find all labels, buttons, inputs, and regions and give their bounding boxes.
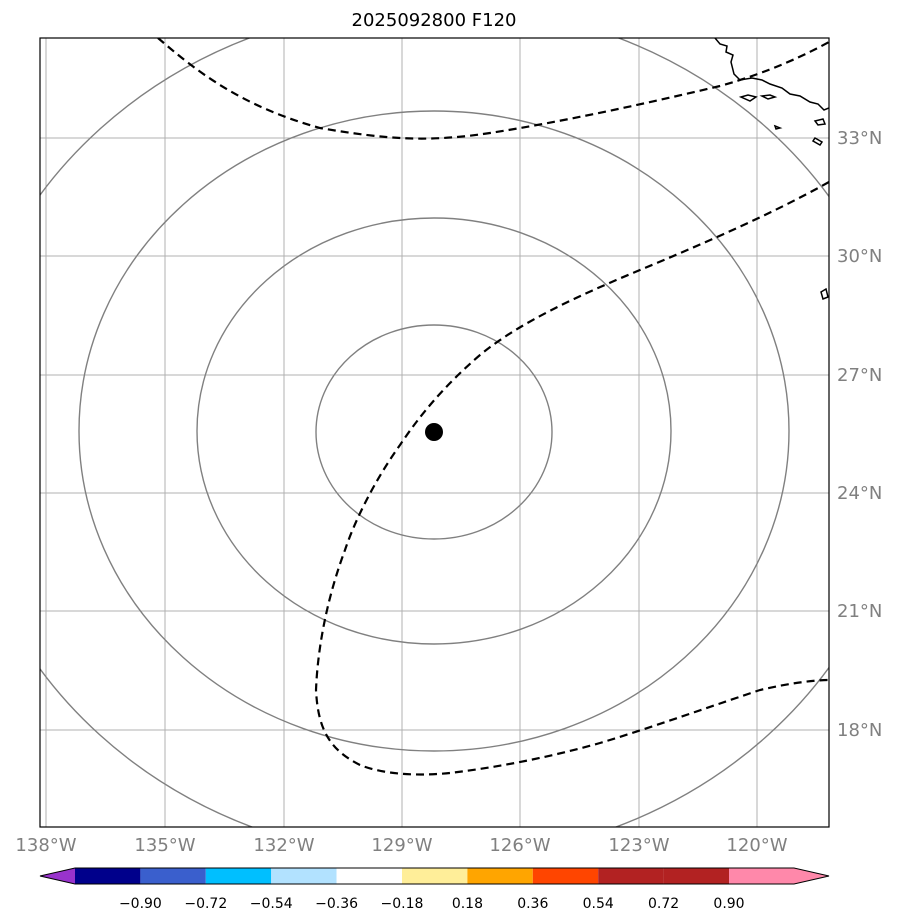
colorbar-tick-label: 0.90 — [713, 896, 744, 912]
colorbar-segment — [402, 868, 468, 884]
colorbar-segment — [271, 868, 337, 884]
lon-tick-label: 123°W — [608, 835, 669, 856]
range-ring-1 — [315, 324, 553, 540]
island-3 — [773, 124, 783, 130]
colorbar-extend-right — [794, 868, 829, 884]
colorbar-tick-label: −0.18 — [381, 896, 424, 912]
lon-tick-label: 129°W — [371, 835, 432, 856]
lat-tick-labels: 33°N 30°N 27°N 24°N 21°N 18°N — [837, 128, 882, 741]
colorbar-segment — [532, 868, 599, 884]
colorbar-extend-left — [40, 868, 75, 884]
island-5 — [811, 137, 824, 146]
colorbar-segment — [467, 868, 533, 884]
range-ring-3 — [78, 110, 790, 752]
colorbar-tick-label: −0.72 — [184, 896, 227, 912]
colorbar-tick-label: −0.54 — [250, 896, 293, 912]
island-1 — [738, 94, 758, 102]
contour-north — [157, 38, 829, 140]
lat-tick-label: 27°N — [837, 365, 882, 386]
colorbar-outline — [39, 867, 830, 885]
island-4 — [813, 118, 827, 126]
lat-tick-label: 30°N — [837, 246, 882, 267]
island-6 — [820, 287, 829, 301]
lon-tick-label: 138°W — [15, 835, 76, 856]
lon-tick-label: 132°W — [253, 835, 314, 856]
colorbar-segment — [140, 868, 206, 884]
colorbar-tick-label: −0.90 — [119, 896, 162, 912]
coastline — [714, 38, 829, 301]
lat-tick-label: 33°N — [837, 128, 882, 149]
colorbar-tick-label: 0.18 — [452, 896, 483, 912]
colorbar-tick-label: 0.54 — [583, 896, 614, 912]
colorbar-segment — [729, 868, 794, 884]
lat-tick-label: 18°N — [837, 720, 882, 741]
dashed-contours — [157, 38, 829, 776]
colorbar-segment — [663, 868, 729, 884]
lon-tick-label: 126°W — [489, 835, 550, 856]
storm-center-marker — [425, 423, 443, 441]
island-2 — [759, 94, 778, 100]
figure-title: 2025092800 F120 — [352, 10, 517, 31]
map-frame — [39, 37, 830, 828]
colorbar-tick-labels: −0.90 −0.72 −0.54 −0.36 −0.18 0.18 0.36 … — [119, 896, 745, 912]
map-content — [40, 38, 829, 827]
range-rings — [40, 38, 829, 827]
range-ring-2 — [196, 217, 672, 645]
colorbar-segment — [75, 868, 141, 884]
colorbar-segment — [205, 868, 272, 884]
colorbar-tick-label: −0.36 — [315, 896, 358, 912]
colorbar-tick-label: 0.36 — [517, 896, 548, 912]
lon-tick-label: 135°W — [134, 835, 195, 856]
colorbar: −0.90 −0.72 −0.54 −0.36 −0.18 0.18 0.36 … — [39, 867, 830, 912]
grid-lines — [40, 38, 829, 827]
coastline-mainland — [714, 38, 829, 111]
lon-tick-labels: 138°W 135°W 132°W 129°W 126°W 123°W 120°… — [15, 835, 787, 856]
lat-tick-label: 24°N — [837, 483, 882, 504]
colorbar-tick-label: 0.72 — [648, 896, 679, 912]
lon-tick-label: 120°W — [726, 835, 787, 856]
lat-tick-label: 21°N — [837, 601, 882, 622]
colorbar-segment — [598, 868, 664, 884]
colorbar-segment — [336, 868, 402, 884]
